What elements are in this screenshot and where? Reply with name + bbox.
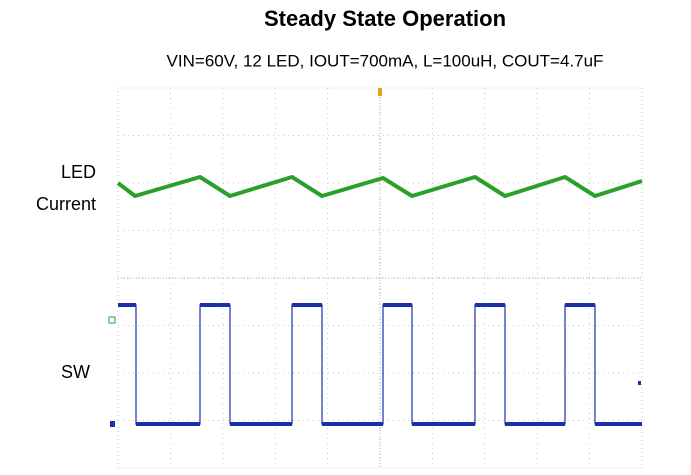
title: Steady State Operation — [264, 6, 506, 31]
trace-label: LED — [61, 162, 96, 182]
trace-label: Current — [36, 194, 96, 214]
trigger-marker — [378, 88, 382, 96]
scope-grid — [117, 87, 643, 469]
sw-levels — [118, 303, 642, 426]
level-marker — [638, 381, 641, 385]
subtitle: VIN=60V, 12 LED, IOUT=700mA, L=100uH, CO… — [167, 51, 604, 70]
channel-marker — [110, 421, 115, 427]
sw-trace — [118, 304, 642, 425]
led-current-trace — [116, 175, 643, 198]
trace-label: SW — [61, 362, 90, 382]
channel-marker — [108, 316, 116, 324]
